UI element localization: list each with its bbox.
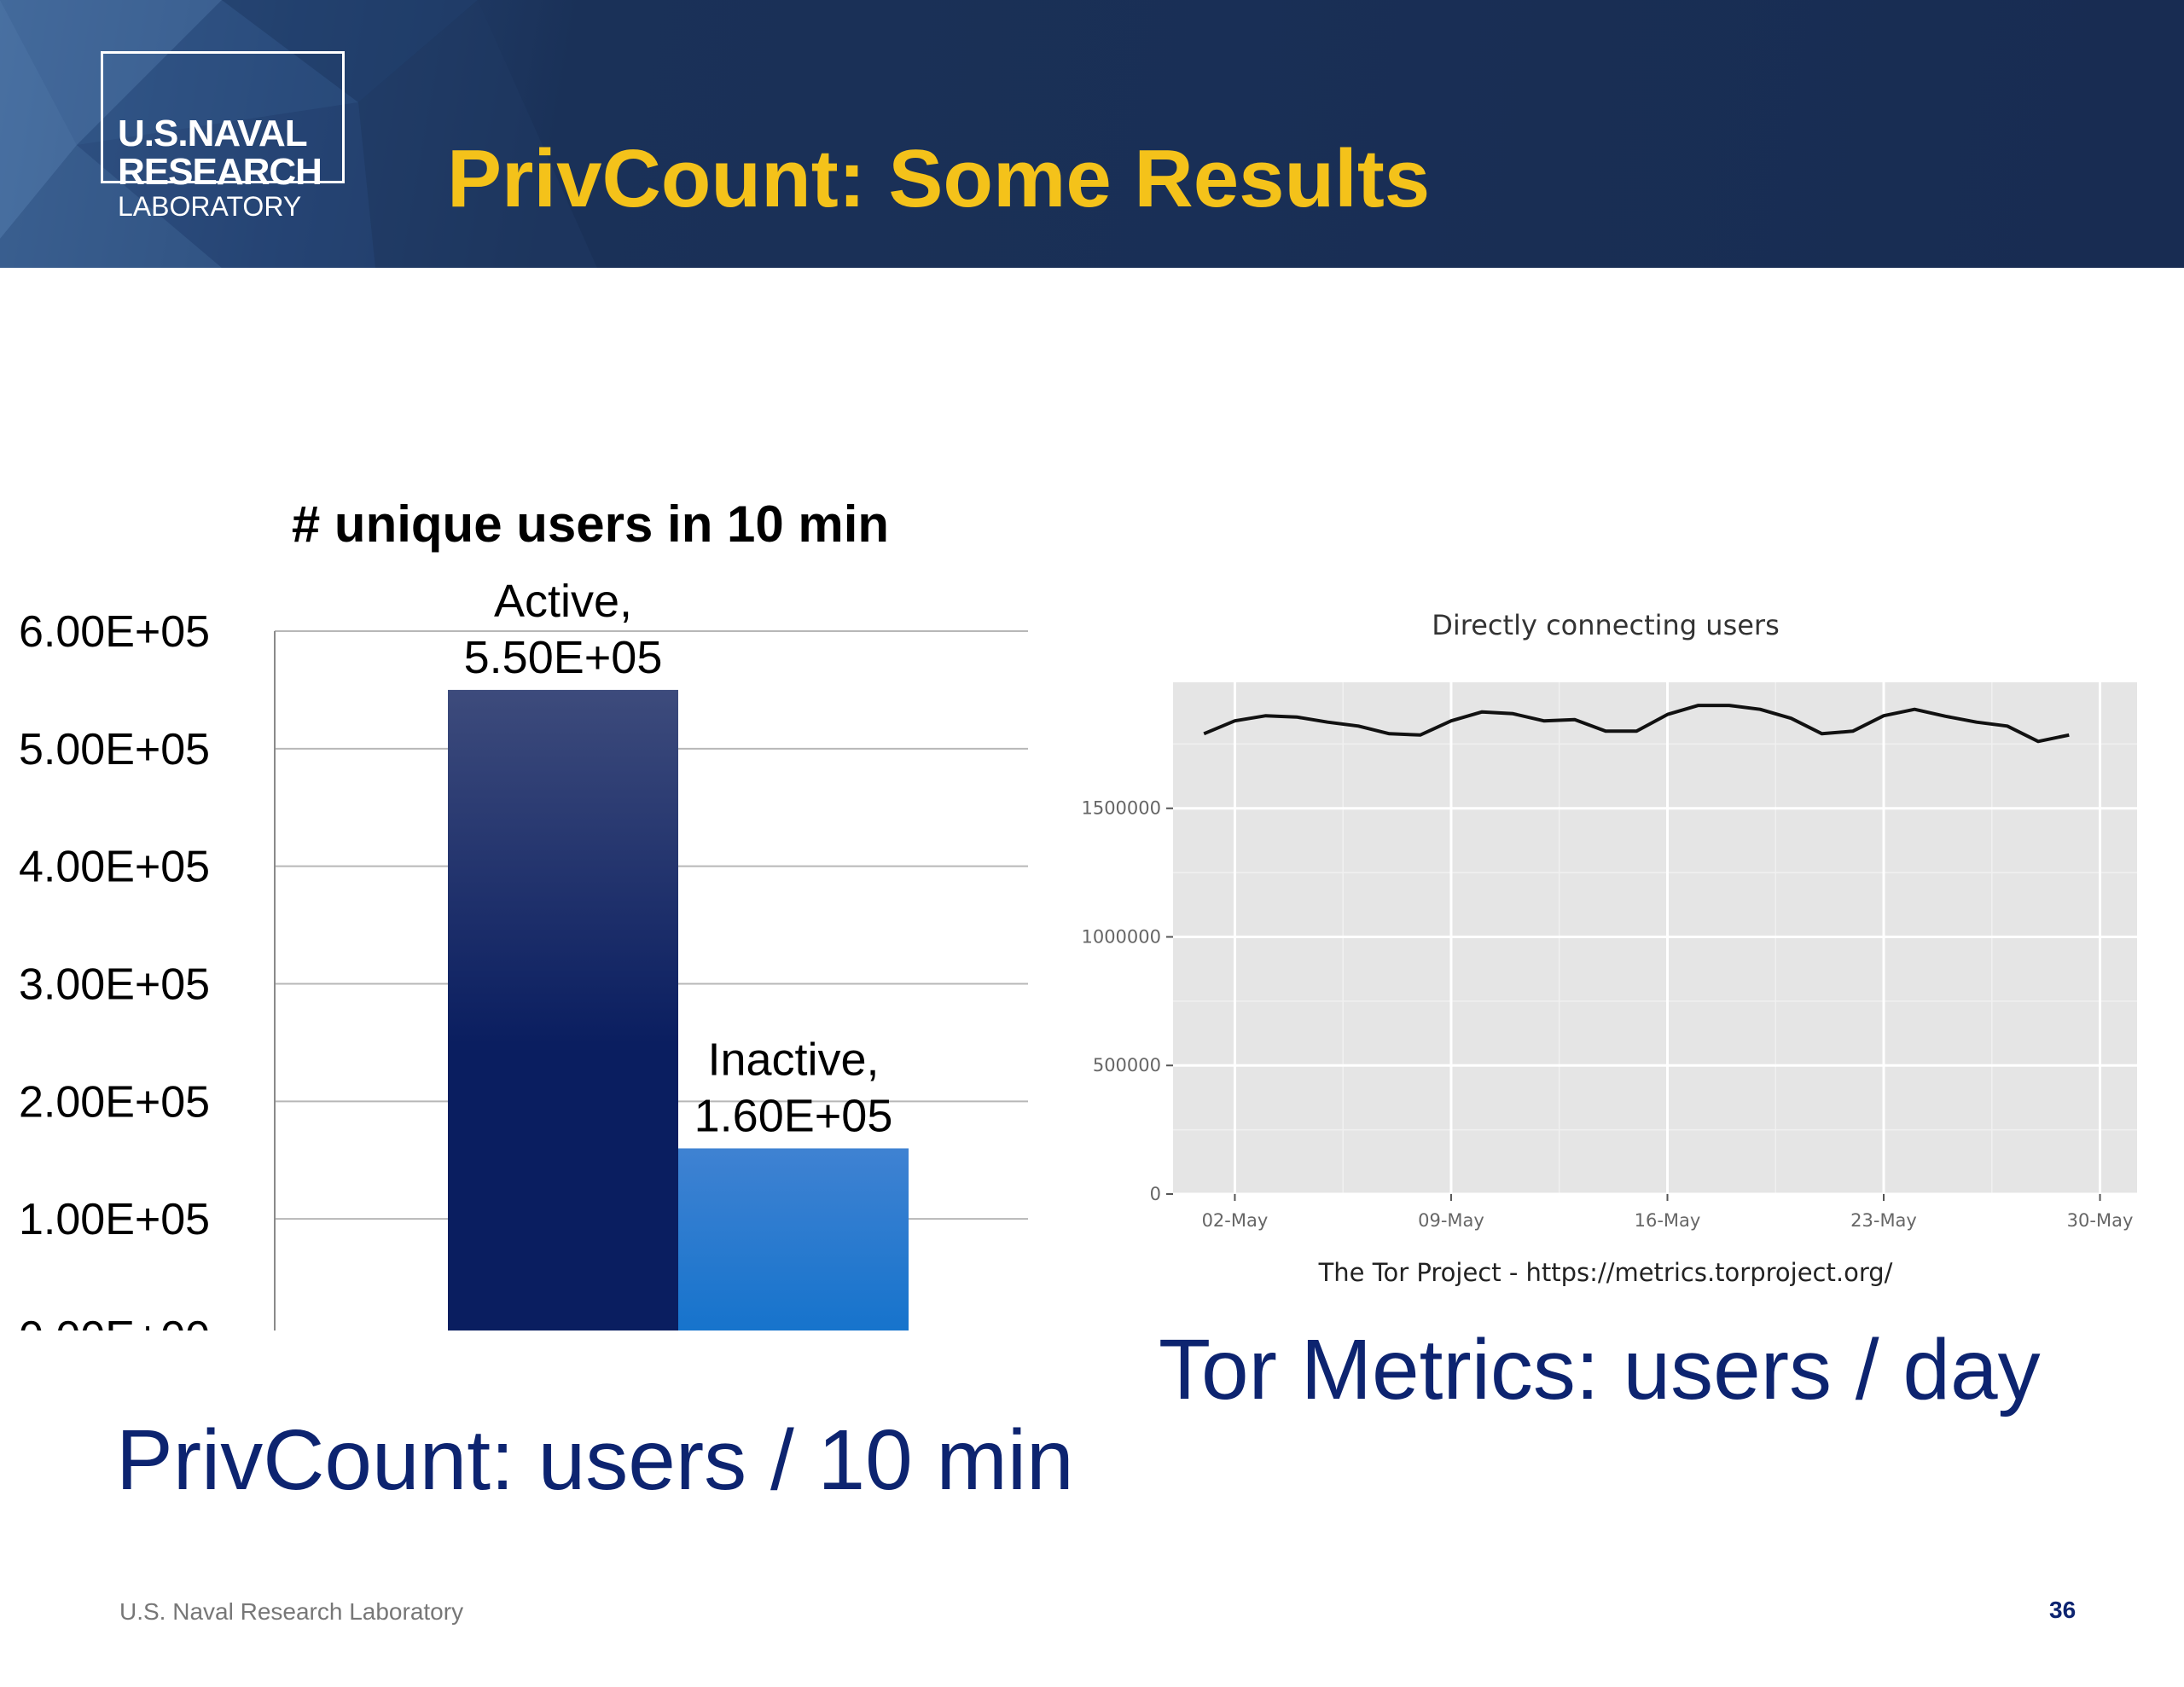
nrl-logo-line: U.S.NAVAL — [118, 113, 308, 154]
plot-panel — [1173, 682, 2137, 1194]
slide-header: U.S.NAVAL RESEARCH LABORATORY PrivCount:… — [0, 0, 2184, 268]
y-tick-label: 3.00E+05 — [19, 960, 210, 1010]
x-tick-label: 23-May — [1850, 1210, 1917, 1231]
bar-active — [448, 689, 678, 1330]
data-label-category: Active, — [494, 576, 632, 627]
y-tick-label: 0.00E+00 — [19, 1313, 210, 1330]
y-tick-label: 5.00E+05 — [19, 725, 210, 774]
privcount-bar-chart: 0.00E+00 1.00E+05 2.00E+05 3.00E+05 4.00E+05… — [19, 496, 1028, 1330]
y-tick-label: 1000000 — [1081, 926, 1161, 947]
header-facet-pattern — [0, 0, 597, 268]
footer-organization: U.S. Naval Research Laboratory — [119, 1598, 464, 1625]
y-tick-label: 6.00E+05 — [19, 607, 210, 657]
series-line-users — [1203, 704, 2070, 744]
slide-title: PrivCount: Some Results — [447, 133, 1431, 224]
nrl-logo-line: LABORATORY — [118, 191, 302, 222]
bar-inactive — [678, 1148, 909, 1330]
x-tick-label: 30-May — [2067, 1210, 2134, 1231]
tor-metrics-line-chart: Directly connecting users 0 500000 1000000 1… — [1081, 609, 2137, 1287]
x-tick-label: 09-May — [1418, 1210, 1484, 1231]
data-label-category: Inactive, — [707, 1034, 879, 1085]
page-number: 36 — [2049, 1597, 2077, 1623]
y-tick-label: 0 — [1150, 1184, 1161, 1204]
nrl-logo-line: RESEARCH — [118, 151, 322, 193]
y-tick-label: 1.00E+05 — [19, 1195, 210, 1244]
y-tick-label: 4.00E+05 — [19, 843, 210, 892]
data-label-value: 5.50E+05 — [464, 632, 663, 683]
privcount-caption: PrivCount: users / 10 min — [116, 1412, 1074, 1508]
x-tick-label: 02-May — [1202, 1210, 1269, 1231]
x-tick-label: 16-May — [1635, 1210, 1701, 1231]
chart-title: Directly connecting users — [1432, 609, 1780, 641]
nrl-logo-frame — [101, 51, 345, 183]
data-label-value: 1.60E+05 — [694, 1090, 893, 1141]
chart-title: # unique users in 10 min — [292, 496, 889, 553]
y-tick-label: 2.00E+05 — [19, 1077, 210, 1127]
y-tick-label: 500000 — [1093, 1055, 1161, 1075]
y-tick-label: 1500000 — [1081, 798, 1161, 819]
chart-source-caption: The Tor Project - https://metrics.torpro… — [1318, 1258, 1893, 1287]
tor-metrics-caption: Tor Metrics: users / day — [1159, 1322, 2041, 1417]
